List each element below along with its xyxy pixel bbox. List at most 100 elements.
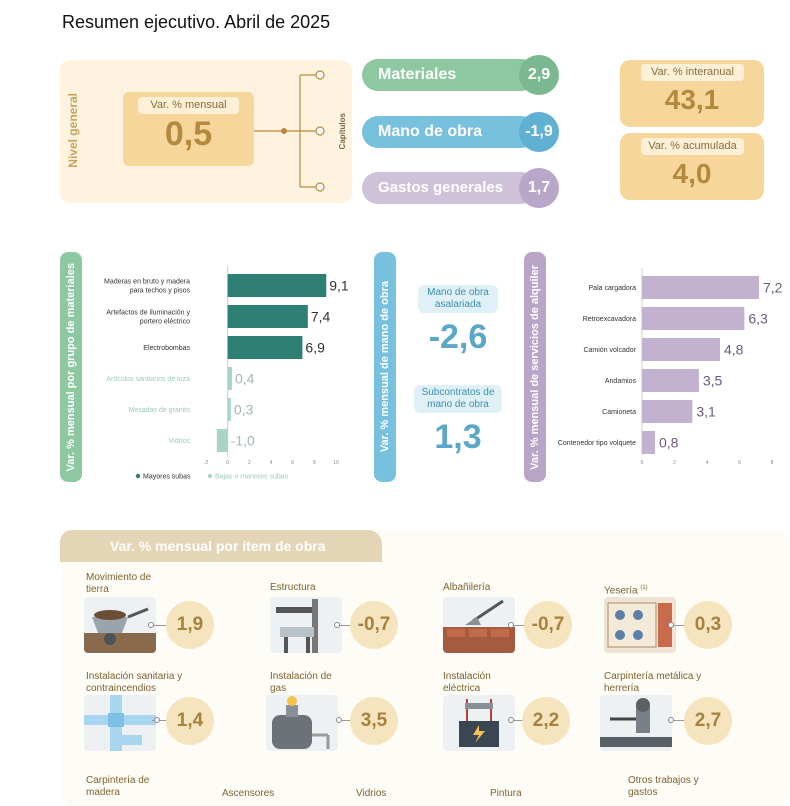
item-value: 0,3 [684,601,732,649]
x-tick-label: 6 [738,460,741,466]
interanual-label: Var. % interanual [641,64,744,81]
wheelbarrow-icon [84,597,156,653]
item-name: Instalación de gas [270,671,332,694]
welding-icon [600,695,672,751]
x-tick-label: 2 [248,460,251,466]
x-tick-label: 6 [291,460,294,466]
category-label: Electrobombas [143,345,190,352]
rental-chart-area: 0 2 4 6 8 Pala cargadora 7,2 Retroexcavadora 6,3… [546,252,786,482]
category-label: Mesadas de granito [129,407,191,414]
x-tick-label: 8 [771,460,774,466]
bar [642,338,720,361]
item-name: Otros trabajos y gastos [628,775,699,798]
mano-obra-side [374,252,396,482]
items-section [60,530,790,806]
subcontratos-value: 1,3 [434,418,482,456]
bar [642,431,655,454]
capitulo-gastos-value: 1,7 [519,168,559,208]
item-name: Estructura [270,582,316,593]
capitulo-materiales-pill: Materiales [362,59,537,91]
category-label: Camioneta [602,409,636,416]
value-label: 0,8 [659,435,679,451]
materials-chart-svg: -2 0 2 4 6 8 10 Maderas en bruto y madera para t… [104,266,349,481]
value-label: 6,3 [748,311,768,327]
item-name: Ascensores [222,788,275,799]
asalariada-label: Mano de obra asalariada [418,285,498,313]
capitulo-materiales-value: 2,9 [519,55,559,95]
x-tick-label: 4 [270,460,273,466]
asalariada-value: -2,6 [428,318,488,356]
x-tick-label: 0 [641,460,644,466]
bar [227,367,232,390]
value-label: 6,9 [305,340,325,356]
value-label: 7,2 [763,280,783,296]
value-label: 0,4 [235,371,255,387]
category-label: Camión volcador [583,347,636,354]
category-label: Retroexcavadora [583,316,636,323]
x-tick-label: 0 [226,460,229,466]
interanual-value: 43,1 [664,84,720,115]
bar [642,369,699,392]
x-tick-label: 4 [706,460,709,466]
item-value: -0,7 [524,601,572,649]
monthly-var-value: 0,5 [164,115,213,153]
materials-chart-title: Var. % mensual por grupo de materiales [65,262,77,472]
bar [642,400,693,423]
x-tick-label: -2 [204,460,209,466]
value-label: 3,5 [703,373,723,389]
rental-chart-title: Var. % mensual de servicios de alquiler [529,264,541,470]
category-label: Artefactos de iluminación y portero eléct… [106,310,190,326]
item-value: 2,2 [522,697,570,745]
capitulo-mano-obra-value: -1,9 [519,112,559,152]
electric-icon [443,695,515,751]
item-name: Carpintería metálica y herrería [604,671,702,694]
legend-minor: Bajas o menores subas [215,474,289,481]
bar [227,336,303,359]
category-label: Andamios [605,378,637,385]
category-label: Pala cargadora [589,285,637,292]
item-value: 1,4 [166,697,214,745]
acumulada-label: Var. % acumulada [641,138,744,155]
bar [227,305,308,328]
value-label: 9,1 [329,278,349,294]
bar [227,274,327,297]
x-tick-label: 2 [673,460,676,466]
bar [642,307,745,330]
item-name: Vidrios [356,788,387,799]
page-title: Resumen ejecutivo. Abril de 2025 [62,12,331,32]
capitulo-mano-obra-pill: Mano de obra [362,116,537,148]
legend-major: Mayores subas [143,474,191,481]
acumulada-value: 4,0 [672,158,712,189]
bar [642,276,759,299]
item-value: 1,9 [166,601,214,649]
item-name: Movimiento de tierra [86,572,152,595]
pipes-icon [84,695,156,751]
materials-chart-area: -2 0 2 4 6 8 10 Maderas en bruto y madera para t… [82,252,352,482]
chapters-connector [254,70,325,192]
category-label: Contenedor tipo volquete [558,440,636,447]
value-label: -1,0 [231,433,255,449]
monthly-var-label: Var. % mensual [138,97,239,114]
plaster-icon [604,597,676,653]
item-value: 2,7 [684,697,732,745]
legend-dot-major [135,473,141,479]
item-name: Pintura [490,788,522,799]
category-label: Vidrios [169,438,191,445]
item-name: Albañilería [443,582,491,593]
structure-icon [270,597,342,653]
materials-chart-side [60,252,82,482]
value-label: 3,1 [696,404,716,420]
capitulo-gastos-pill: Gastos generales [362,172,537,204]
item-name: Instalación sanitaria y contraincendios [86,671,183,694]
value-label: 4,8 [724,342,744,358]
value-label: 0,3 [234,402,254,418]
category-label: Artículos sanitarios de loza [106,376,190,383]
nivel-general-side-label: Nivel general [66,92,80,168]
x-tick-label: 8 [313,460,316,466]
item-value: 3,5 [350,697,398,745]
item-name: Yesería (1) [604,585,648,597]
legend-dot-minor [207,473,213,479]
subcontratos-label: Subcontratos de mano de obra [414,385,502,413]
trowel-icon [443,597,515,653]
items-section-title: Var. % mensual por ítem de obra [60,530,382,562]
